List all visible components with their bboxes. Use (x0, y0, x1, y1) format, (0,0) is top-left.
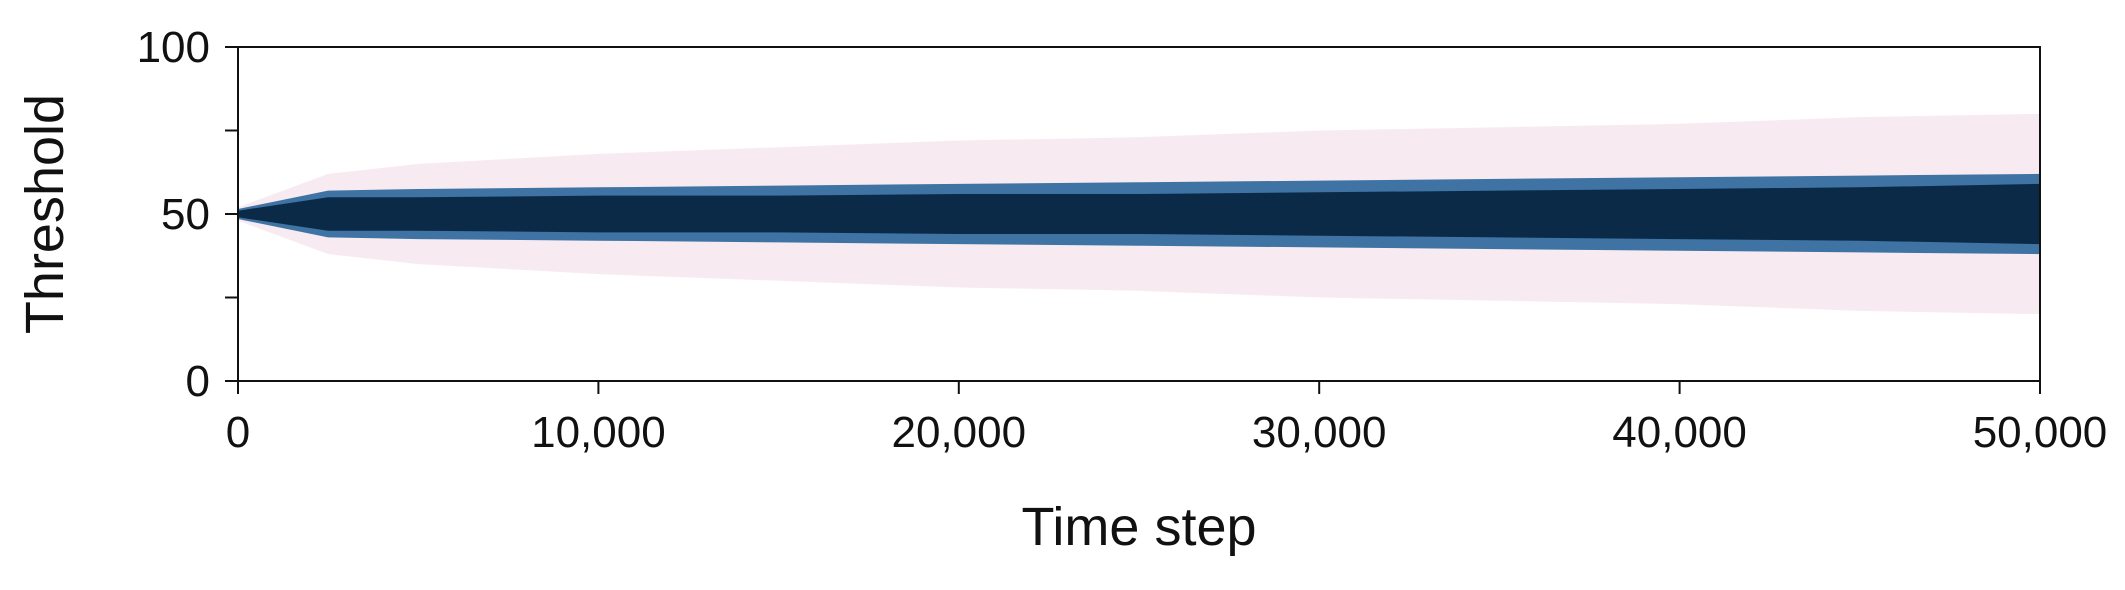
y-tick-label: 100 (137, 23, 210, 72)
x-tick-label: 40,000 (1612, 408, 1747, 457)
ticks: 0 10,000 20,000 30,000 40,000 50,000 0 50 100 (137, 23, 2108, 457)
threshold-bands (238, 113, 2040, 315)
x-tick-label: 0 (226, 408, 250, 457)
x-tick-label: 20,000 (892, 408, 1027, 457)
core-spread-band (238, 183, 2040, 245)
x-tick-label: 50,000 (1973, 408, 2108, 457)
x-tick-label: 10,000 (531, 408, 666, 457)
x-tick-label: 30,000 (1252, 408, 1387, 457)
x-axis-label: Time step (1021, 497, 1256, 557)
y-tick-label: 50 (161, 190, 210, 239)
y-axis-label: Threshold (15, 94, 75, 334)
y-tick-label: 0 (186, 357, 210, 406)
